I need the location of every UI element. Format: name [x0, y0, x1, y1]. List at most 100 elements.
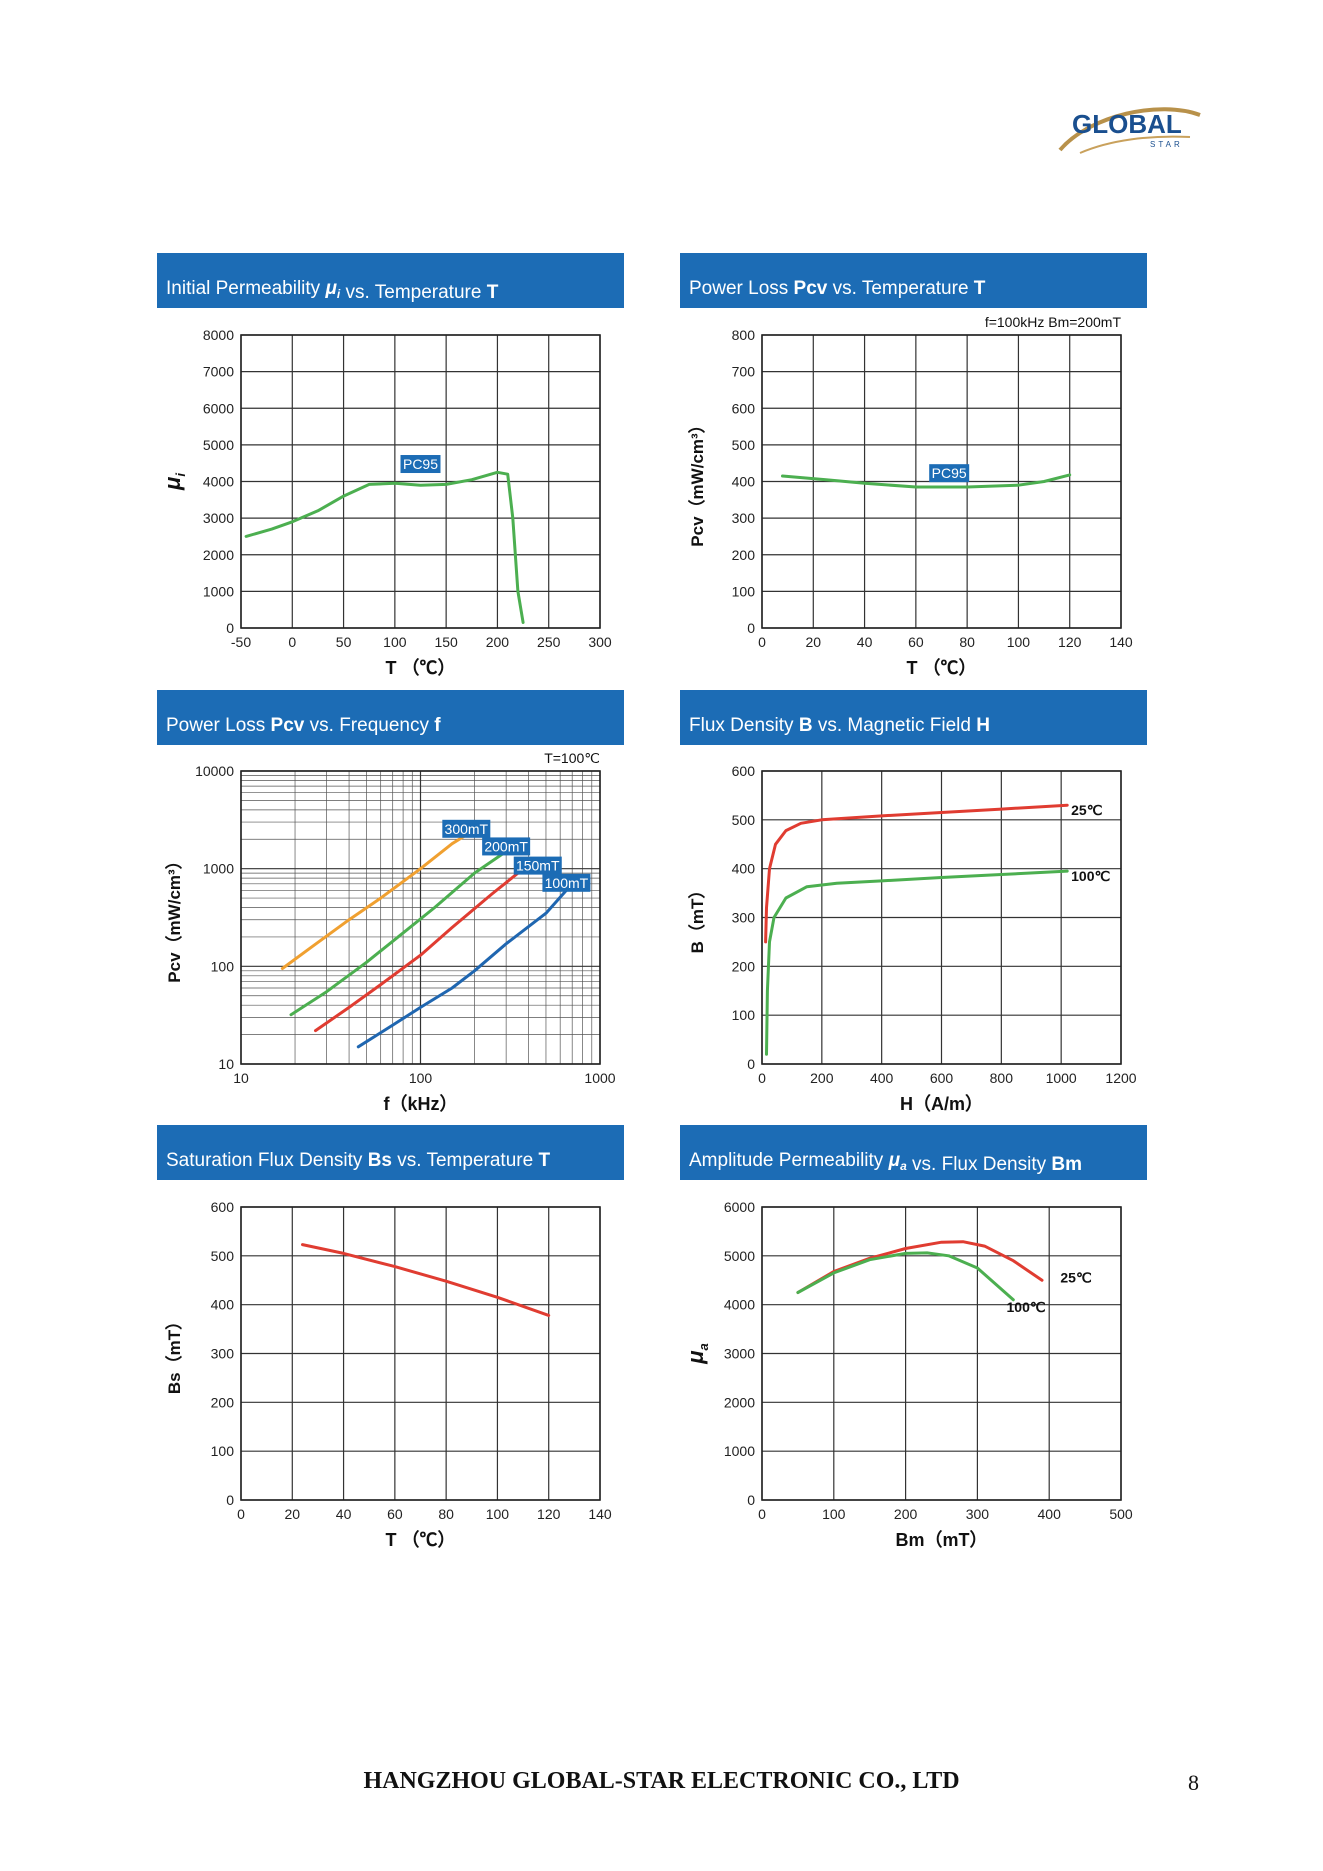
series-line-1	[764, 803, 1069, 944]
y-tick-label: 1000	[203, 861, 234, 877]
series-line-2	[289, 850, 508, 1017]
x-tick-label: 0	[237, 1506, 245, 1522]
y-tick-label: 2000	[724, 1394, 755, 1410]
series-line-1	[244, 470, 525, 624]
x-axis-label: H（A/m）	[900, 1094, 983, 1114]
y-axis-label: B（mT）	[687, 882, 707, 954]
x-tick-label: 400	[1038, 1506, 1062, 1522]
y-tick-label: 500	[211, 1248, 235, 1264]
y-axis-label: Bs（mT）	[164, 1313, 184, 1394]
x-tick-label: 200	[810, 1070, 834, 1086]
x-axis-label: f（kHz）	[383, 1094, 457, 1114]
y-tick-label: 400	[732, 861, 756, 877]
chart-title-banner	[680, 690, 1147, 745]
y-tick-label: 3000	[724, 1346, 755, 1362]
y-tick-label: 0	[747, 1492, 755, 1508]
chart-title-banner	[680, 1125, 1147, 1180]
y-tick-label: 4000	[724, 1297, 755, 1313]
x-tick-label: 60	[908, 634, 924, 650]
x-tick-label: 80	[438, 1506, 454, 1522]
x-tick-label: 600	[930, 1070, 954, 1086]
y-tick-label: 7000	[203, 364, 234, 380]
x-tick-label: 1000	[584, 1070, 615, 1086]
x-tick-label: 100	[383, 634, 407, 650]
series-label-box	[482, 837, 531, 856]
x-tick-label: 80	[959, 634, 975, 650]
x-tick-label: 50	[336, 634, 352, 650]
series-label: 25℃	[1060, 1270, 1092, 1286]
plot-frame	[761, 334, 1122, 629]
series-label: 300mT	[445, 821, 489, 837]
series-label-box	[929, 464, 970, 483]
x-tick-label: 20	[284, 1506, 300, 1522]
y-tick-label: 300	[732, 510, 756, 526]
y-tick-label: 500	[732, 437, 756, 453]
series-label: 100℃	[1007, 1299, 1046, 1315]
x-tick-label: -50	[231, 634, 251, 650]
series-label: PC95	[403, 456, 438, 472]
footer-company-name: HANGZHOU GLOBAL-STAR ELECTRONIC CO., LTD	[363, 1768, 960, 1794]
x-tick-label: 200	[486, 634, 510, 650]
y-tick-label: 1000	[724, 1443, 755, 1459]
x-tick-label: 140	[588, 1506, 612, 1522]
chart-title: Power Loss Pcv vs. Frequency f	[166, 715, 441, 736]
chart-title: Initial Permeability μi vs. Temperature …	[166, 278, 499, 303]
y-tick-label: 2000	[203, 547, 234, 563]
chart-3: Power Loss Pcv vs. Frequency f 10 100 1000 1…	[157, 690, 624, 1114]
chart-title-banner	[157, 1125, 624, 1180]
x-tick-label: 1000	[1046, 1070, 1077, 1086]
chart-title: Flux Density B vs. Magnetic Field H	[689, 715, 990, 736]
x-tick-label: 800	[990, 1070, 1014, 1086]
series-line-1	[280, 828, 476, 970]
plot-frame	[761, 770, 1122, 1065]
global-star-logo: GLOBAL STAR	[1058, 107, 1201, 154]
y-tick-label: 600	[211, 1199, 235, 1215]
chart-title: Power Loss Pcv vs. Temperature T	[689, 278, 986, 299]
y-tick-label: 4000	[203, 474, 234, 490]
x-tick-label: 120	[537, 1506, 561, 1522]
x-tick-label: 20	[805, 634, 821, 650]
series-label-box	[542, 873, 591, 892]
chart-5: Saturation Flux Density Bs vs. Temperatu…	[157, 1125, 624, 1550]
plot-frame	[240, 334, 601, 629]
series-line-3	[314, 863, 531, 1033]
y-tick-label: 600	[732, 763, 756, 779]
y-tick-label: 100	[732, 583, 756, 599]
chart-condition-note: T=100℃	[544, 750, 600, 766]
x-axis-label: T （℃）	[386, 658, 456, 678]
chart-title-banner	[680, 253, 1147, 308]
y-tick-label: 100	[732, 1007, 756, 1023]
chart-4: Flux Density B vs. Magnetic Field H 0 200 4…	[680, 690, 1147, 1114]
y-tick-label: 6000	[724, 1199, 755, 1215]
y-tick-label: 300	[732, 910, 756, 926]
y-tick-label: 10000	[195, 763, 234, 779]
x-tick-label: 500	[1109, 1506, 1133, 1522]
plot-frame	[761, 1206, 1122, 1501]
chart-title: Amplitude Permeability μa vs. Flux Densi…	[689, 1150, 1082, 1175]
x-axis-label: T （℃）	[386, 1530, 456, 1550]
y-tick-label: 200	[732, 547, 756, 563]
x-tick-label: 200	[894, 1506, 918, 1522]
series-line-4	[356, 888, 568, 1049]
footer-page-number: 8	[1188, 1770, 1199, 1795]
y-tick-label: 1000	[203, 583, 234, 599]
x-tick-label: 250	[537, 634, 561, 650]
x-tick-label: 1200	[1105, 1070, 1136, 1086]
chart-condition-note: f=100kHz Bm=200mT	[985, 314, 1122, 330]
x-tick-label: 300	[588, 634, 612, 650]
chart-1: Initial Permeability μi vs. Temperature …	[157, 253, 624, 678]
y-tick-label: 200	[211, 1394, 235, 1410]
chart-title-banner	[157, 690, 624, 745]
series-label-box	[400, 455, 441, 474]
y-tick-label: 600	[732, 400, 756, 416]
x-tick-label: 100	[409, 1070, 433, 1086]
chart-2: Power Loss Pcv vs. Temperature T 0 20 40 60 8…	[680, 253, 1147, 678]
y-tick-label: 0	[747, 1056, 755, 1072]
y-tick-label: 700	[732, 364, 756, 380]
y-tick-label: 400	[211, 1297, 235, 1313]
x-tick-label: 100	[822, 1506, 846, 1522]
y-axis-label: Pcv（mW/cm³）	[687, 416, 707, 546]
y-axis-label: μi	[160, 473, 188, 491]
x-tick-label: 300	[966, 1506, 990, 1522]
x-tick-label: 0	[758, 634, 766, 650]
